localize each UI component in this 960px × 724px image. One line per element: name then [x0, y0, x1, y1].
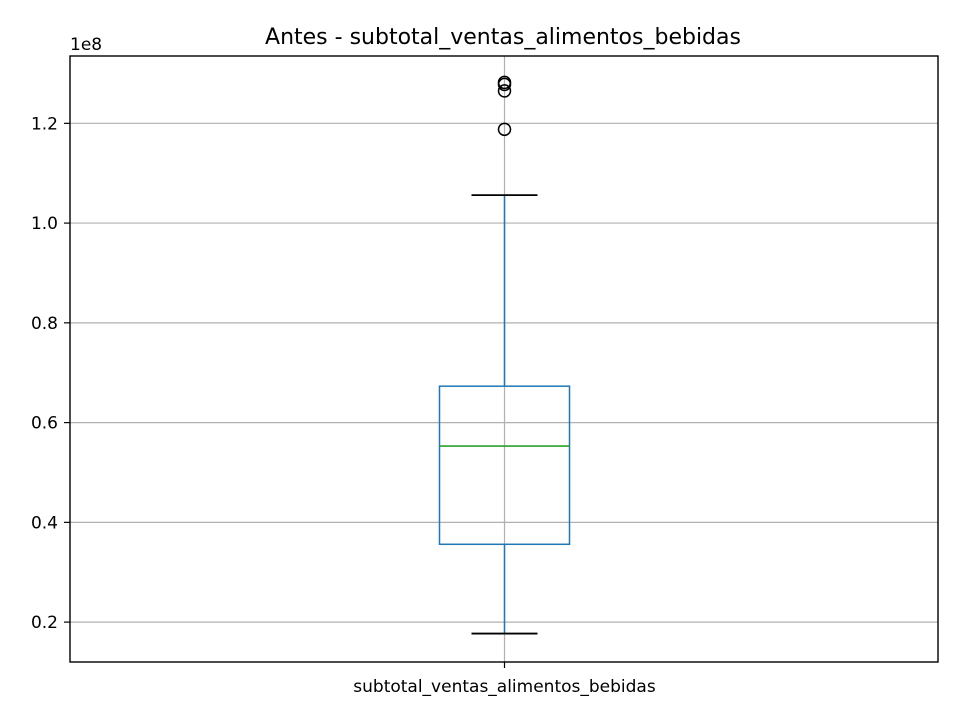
- y-tick-label: 1.0: [31, 214, 58, 234]
- x-tick-label: subtotal_ventas_alimentos_bebidas: [353, 677, 656, 697]
- iqr-box: [438, 385, 571, 546]
- outlier-point: [497, 84, 512, 98]
- y-scale-label: 1e8: [70, 35, 102, 55]
- y-tick-label: 0.2: [31, 613, 58, 633]
- outlier-point: [497, 122, 512, 137]
- box-layer: [438, 75, 571, 635]
- outlier-point: [497, 75, 512, 90]
- chart-title: Antes - subtotal_ventas_alimentos_bebida…: [265, 25, 741, 50]
- y-tick-label: 0.8: [31, 314, 58, 334]
- y-tick-label: 0.6: [31, 414, 58, 434]
- y-tick-label: 1.2: [31, 114, 58, 134]
- axis-layer: 0.2 0.4 0.6 0.8 1.0 1.2 subtotal_ventas_alimen…: [31, 55, 939, 697]
- y-tick-label: 0.4: [31, 513, 58, 533]
